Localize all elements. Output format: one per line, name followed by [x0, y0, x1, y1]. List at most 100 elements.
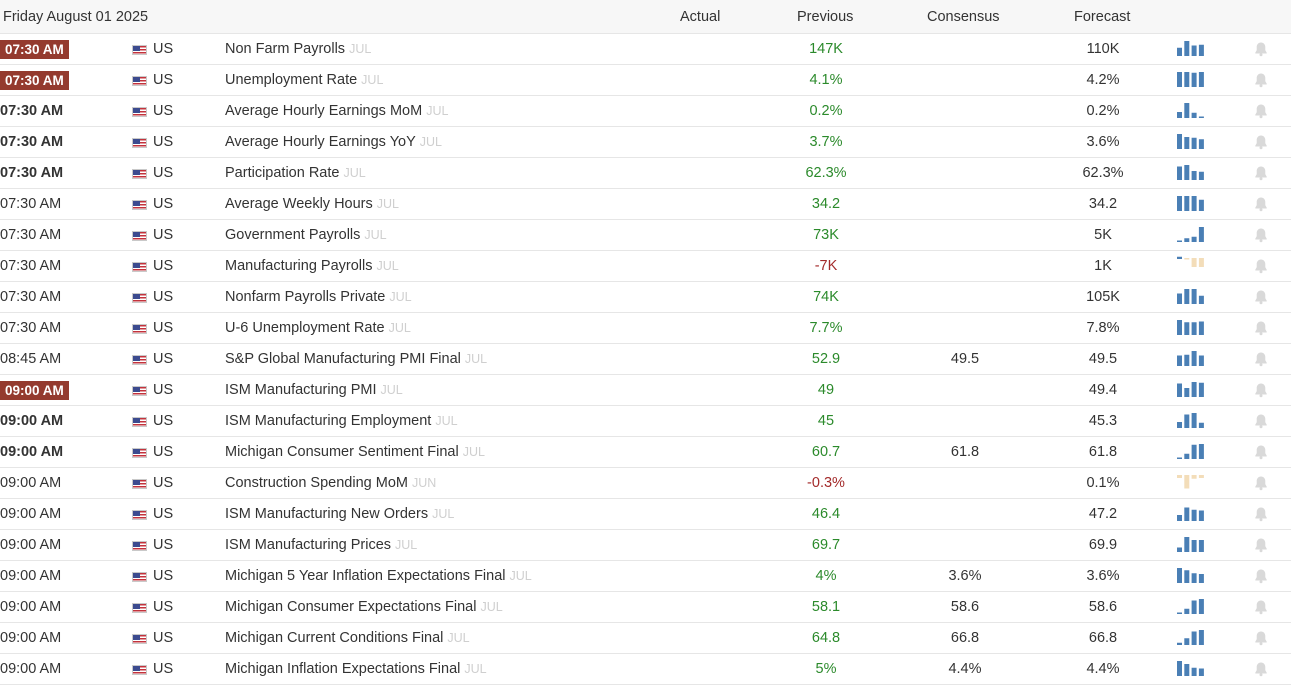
history-sparkline[interactable] — [1176, 628, 1206, 648]
bell-icon[interactable] — [1253, 599, 1269, 615]
event-name-link[interactable]: Michigan Inflation Expectations Final JUL — [225, 661, 487, 677]
calendar-row[interactable]: 07:30 AM US U-6 Unemployment Rate JUL 7.7… — [0, 313, 1291, 344]
history-sparkline[interactable] — [1176, 287, 1206, 307]
history-sparkline[interactable] — [1176, 535, 1206, 555]
event-name-link[interactable]: Government Payrolls JUL — [225, 227, 387, 243]
event-name-link[interactable]: U-6 Unemployment Rate JUL — [225, 320, 411, 336]
history-sparkline[interactable] — [1176, 256, 1206, 276]
bell-icon[interactable] — [1253, 227, 1269, 243]
bell-icon[interactable] — [1253, 41, 1269, 57]
calendar-row[interactable]: 07:30 AM US Average Weekly Hours JUL 34.2… — [0, 189, 1291, 220]
history-sparkline[interactable] — [1176, 39, 1206, 59]
bell-icon[interactable] — [1253, 165, 1269, 181]
history-sparkline[interactable] — [1176, 349, 1206, 369]
sparkline-bar — [1184, 453, 1190, 459]
calendar-row[interactable]: 09:00 AM US Michigan Consumer Sentiment … — [0, 437, 1291, 468]
event-name-link[interactable]: Manufacturing Payrolls JUL — [225, 258, 399, 274]
event-name: Non Farm Payrolls — [225, 41, 346, 57]
bell-icon[interactable] — [1253, 661, 1269, 677]
bell-icon[interactable] — [1253, 382, 1269, 398]
history-sparkline[interactable] — [1176, 70, 1206, 90]
event-name-link[interactable]: Participation Rate JUL — [225, 165, 366, 181]
history-sparkline[interactable] — [1176, 504, 1206, 524]
column-consensus[interactable]: Consensus — [927, 8, 1000, 25]
history-sparkline[interactable] — [1176, 442, 1206, 462]
sparkline-bar — [1191, 171, 1197, 180]
event-name-link[interactable]: ISM Manufacturing PMI JUL — [225, 382, 403, 398]
history-sparkline[interactable] — [1176, 380, 1206, 400]
bell-icon[interactable] — [1253, 196, 1269, 212]
consensus-value: 49.5 — [950, 351, 980, 367]
calendar-row[interactable]: 07:30 AM US Non Farm Payrolls JUL 147K 11… — [0, 34, 1291, 65]
sparkline-bar — [1198, 44, 1204, 56]
history-sparkline[interactable] — [1176, 194, 1206, 214]
sparkline-bar — [1184, 289, 1190, 304]
calendar-row[interactable]: 09:00 AM US ISM Manufacturing PMI JUL 49 … — [0, 375, 1291, 406]
event-name-link[interactable]: Michigan Current Conditions Final JUL — [225, 630, 470, 646]
history-sparkline[interactable] — [1176, 101, 1206, 121]
event-name-link[interactable]: Michigan 5 Year Inflation Expectations F… — [225, 568, 532, 584]
calendar-row[interactable]: 07:30 AM US Average Hourly Earnings MoM J… — [0, 96, 1291, 127]
bell-icon[interactable] — [1253, 258, 1269, 274]
history-sparkline[interactable] — [1176, 473, 1206, 493]
bell-icon[interactable] — [1253, 475, 1269, 491]
calendar-row[interactable]: 09:00 AM US ISM Manufacturing Prices JUL … — [0, 530, 1291, 561]
calendar-row[interactable]: 09:00 AM US ISM Manufacturing Employment… — [0, 406, 1291, 437]
event-name-link[interactable]: Michigan Consumer Expectations Final JUL — [225, 599, 503, 615]
calendar-row[interactable]: 07:30 AM US Average Hourly Earnings YoY J… — [0, 127, 1291, 158]
bell-icon[interactable] — [1253, 413, 1269, 429]
calendar-row[interactable]: 07:30 AM US Government Payrolls JUL 73K 5… — [0, 220, 1291, 251]
history-sparkline[interactable] — [1176, 411, 1206, 431]
event-name-link[interactable]: Average Weekly Hours JUL — [225, 196, 399, 212]
bell-icon[interactable] — [1253, 537, 1269, 553]
column-forecast[interactable]: Forecast — [1074, 8, 1131, 25]
bell-icon[interactable] — [1253, 444, 1269, 460]
calendar-row[interactable]: 09:00 AM US Michigan Inflation Expectati… — [0, 654, 1291, 685]
calendar-row[interactable]: 08:45 AM US S&P Global Manufacturing PMI… — [0, 344, 1291, 375]
calendar-row[interactable]: 07:30 AM US Nonfarm Payrolls Private JUL … — [0, 282, 1291, 313]
history-sparkline[interactable] — [1176, 132, 1206, 152]
event-name-link[interactable]: S&P Global Manufacturing PMI Final JUL — [225, 351, 487, 367]
history-sparkline[interactable] — [1176, 163, 1206, 183]
event-name-link[interactable]: Average Hourly Earnings YoY JUL — [225, 134, 442, 150]
column-previous[interactable]: Previous — [797, 8, 854, 25]
bell-icon[interactable] — [1253, 103, 1269, 119]
bell-icon[interactable] — [1253, 72, 1269, 88]
history-sparkline[interactable] — [1176, 225, 1206, 245]
bell-icon[interactable] — [1253, 568, 1269, 584]
event-name-link[interactable]: Average Hourly Earnings MoM JUL — [225, 103, 448, 119]
history-sparkline[interactable] — [1176, 318, 1206, 338]
event-name-link[interactable]: Unemployment Rate JUL — [225, 72, 383, 88]
calendar-row[interactable]: 09:00 AM US Construction Spending MoM JUN… — [0, 468, 1291, 499]
event-name: Michigan Consumer Sentiment Final — [225, 444, 459, 460]
calendar-row[interactable]: 09:00 AM US Michigan 5 Year Inflation Ex… — [0, 561, 1291, 592]
sparkline-bar — [1177, 112, 1182, 118]
calendar-row[interactable]: 09:00 AM US Michigan Consumer Expectatio… — [0, 592, 1291, 623]
calendar-row[interactable]: 09:00 AM US ISM Manufacturing New Orders… — [0, 499, 1291, 530]
calendar-row[interactable]: 07:30 AM US Participation Rate JUL 62.3% … — [0, 158, 1291, 189]
bell-icon[interactable] — [1253, 351, 1269, 367]
event-name-link[interactable]: Non Farm Payrolls JUL — [225, 41, 371, 57]
event-name-link[interactable]: ISM Manufacturing Employment JUL — [225, 413, 458, 429]
bell-icon[interactable] — [1253, 630, 1269, 646]
bell-icon[interactable] — [1253, 320, 1269, 336]
calendar-row[interactable]: 09:00 AM US Michigan Current Conditions … — [0, 623, 1291, 654]
sparkline-bar — [1184, 137, 1190, 149]
event-name-link[interactable]: Nonfarm Payrolls Private JUL — [225, 289, 412, 305]
event-name-link[interactable]: Construction Spending MoM JUN — [225, 475, 436, 491]
bell-icon[interactable] — [1253, 289, 1269, 305]
history-sparkline[interactable] — [1176, 597, 1206, 617]
calendar-row[interactable]: 07:30 AM US Manufacturing Payrolls JUL -7… — [0, 251, 1291, 282]
sparkline-bar — [1198, 258, 1204, 267]
calendar-row[interactable]: 07:30 AM US Unemployment Rate JUL 4.1% 4.… — [0, 65, 1291, 96]
history-sparkline[interactable] — [1176, 659, 1206, 679]
history-sparkline[interactable] — [1176, 566, 1206, 586]
sparkline-bar — [1191, 196, 1197, 211]
event-name-link[interactable]: Michigan Consumer Sentiment Final JUL — [225, 444, 485, 460]
us-flag-icon — [132, 262, 147, 272]
bell-icon[interactable] — [1253, 134, 1269, 150]
bell-icon[interactable] — [1253, 506, 1269, 522]
event-name-link[interactable]: ISM Manufacturing New Orders JUL — [225, 506, 454, 522]
event-name-link[interactable]: ISM Manufacturing Prices JUL — [225, 537, 417, 553]
column-actual[interactable]: Actual — [680, 8, 721, 25]
